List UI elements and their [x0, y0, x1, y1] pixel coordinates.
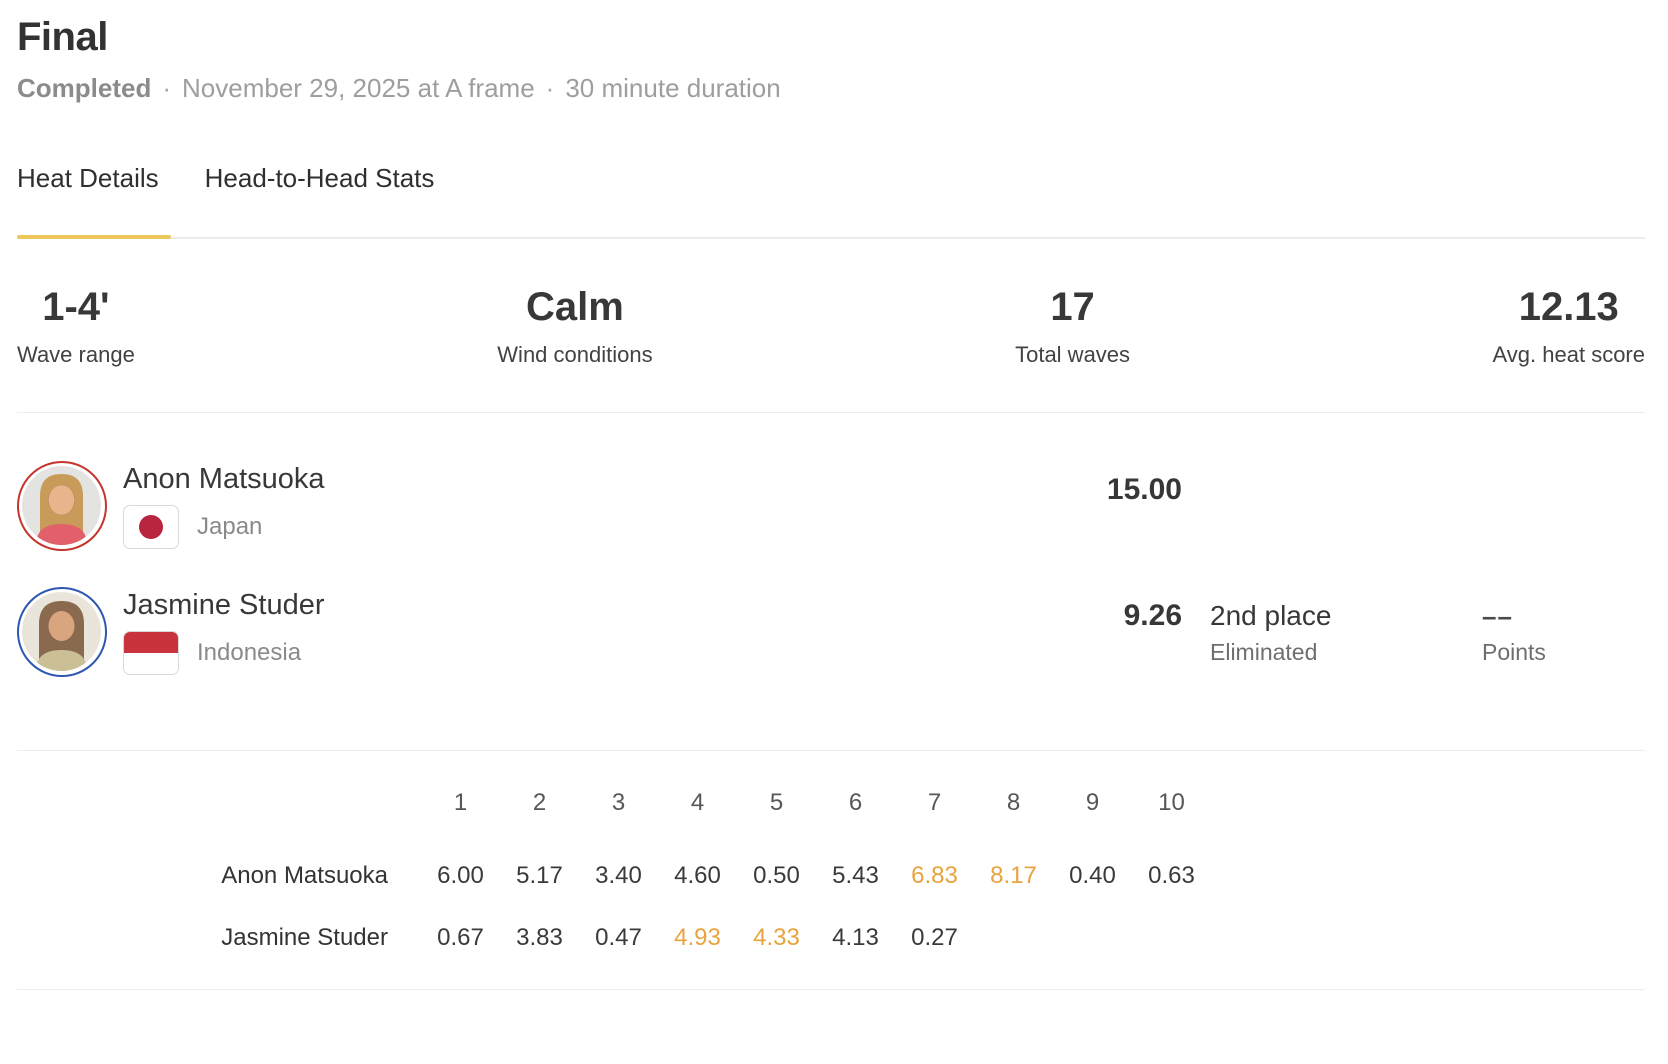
wave-score-cell: 3.83 — [516, 924, 563, 951]
heat-meta: Completed · November 29, 2025 at A frame… — [17, 72, 1645, 104]
active-tab-underline — [17, 235, 171, 239]
heat-score-column: 15.00 — [1085, 473, 1182, 540]
wave-score-row: Jasmine Studer 0.67 3.83 0.47 4.93 4.33 4.13 0.… — [17, 924, 1645, 952]
athlete-info: Jasmine Studer Indonesia — [123, 589, 1085, 675]
wave-score-cell: 0.27 — [911, 924, 958, 951]
japan-flag-icon — [123, 505, 179, 549]
wave-number-header: 5 — [769, 789, 784, 816]
stat-label: Total waves — [1015, 342, 1131, 367]
score-subtext — [1085, 513, 1182, 540]
tab-label: Head-to-Head Stats — [204, 163, 435, 193]
stat-label: Wave range — [17, 342, 135, 367]
tab-bar: Heat Details Head-to-Head Stats — [17, 163, 1645, 239]
country-line: Indonesia — [123, 631, 1085, 675]
stat-value: Calm — [526, 285, 624, 329]
wave-number-header: 2 — [532, 789, 547, 816]
wave-score-cell: 4.13 — [832, 924, 879, 951]
points-label: Points — [1482, 638, 1546, 665]
points-column — [1482, 490, 1645, 523]
athlete-photo — [22, 592, 101, 671]
heat-panel: Final Completed · November 29, 2025 at A… — [0, 14, 1668, 990]
wave-score-cell: 0.40 — [1069, 862, 1116, 889]
athlete-name[interactable]: Anon Matsuoka — [123, 463, 325, 495]
points-label — [1482, 496, 1645, 523]
wave-number-header: 8 — [1006, 789, 1021, 816]
meta-separator: · — [545, 73, 555, 103]
wave-score-row: Anon Matsuoka 6.00 5.17 3.40 4.60 0.50 5.43 6.8… — [17, 862, 1645, 890]
wave-header-row: 1 2 3 4 5 6 7 8 9 10 — [17, 789, 1645, 817]
athlete-avatar[interactable] — [17, 461, 107, 551]
wave-score-cell: 4.33 — [753, 924, 800, 951]
tab-underline — [205, 235, 447, 239]
wave-score-cell: 5.17 — [516, 862, 563, 889]
wave-number-header: 7 — [927, 789, 942, 816]
wave-number-header: 9 — [1085, 789, 1100, 816]
wave-scores-section: 1 2 3 4 5 6 7 8 9 10 Anon Matsuoka 6.00 5.17 3.40 4.6… — [17, 789, 1645, 990]
wave-score-cell: 0.47 — [595, 924, 642, 951]
wave-score-cell: 6.83 — [911, 862, 958, 889]
points-value: –– — [1482, 600, 1513, 631]
country-line: Japan — [123, 505, 1085, 549]
stat-wind-conditions: Calm Wind conditions — [497, 284, 652, 368]
score-subtext — [1085, 639, 1182, 666]
tab-label: Heat Details — [17, 163, 159, 193]
wave-score-cell: 3.40 — [595, 862, 642, 889]
place-column — [1182, 490, 1482, 523]
page-title: Final — [17, 15, 108, 59]
indonesia-flag-icon — [123, 631, 179, 675]
heat-duration: 30 minute duration — [565, 73, 781, 103]
wave-number-header: 6 — [848, 789, 863, 816]
heat-score: 9.26 — [1123, 598, 1182, 632]
athletes-section: Anon Matsuoka Japan 15.00 — [17, 461, 1645, 751]
stat-value: 1-4' — [42, 285, 110, 329]
wave-score-cell: 6.00 — [437, 862, 484, 889]
place: 2nd place — [1210, 599, 1332, 631]
wave-score-cell: 0.63 — [1148, 862, 1195, 889]
stat-total-waves: 17 Total waves — [1015, 284, 1130, 368]
athlete-photo — [22, 466, 101, 545]
wave-score-cell: 8.17 — [990, 862, 1037, 889]
meta-separator: · — [162, 73, 172, 103]
stat-value: 17 — [1050, 285, 1095, 329]
wave-score-cell: 0.67 — [437, 924, 484, 951]
wave-number-header: 4 — [690, 789, 705, 816]
athlete-row-jasmine-studer: Jasmine Studer Indonesia 9.26 2nd place … — [17, 587, 1645, 677]
heat-stats-row: 1-4' Wave range Calm Wind conditions 17 … — [17, 239, 1645, 413]
stat-label: Wind conditions — [497, 342, 653, 367]
heat-status: Completed — [17, 73, 152, 103]
athlete-row-anon-matsuoka: Anon Matsuoka Japan 15.00 — [17, 461, 1645, 551]
wave-number-header: 1 — [453, 789, 468, 816]
country-name: Indonesia — [197, 639, 302, 666]
athlete-avatar[interactable] — [17, 587, 107, 677]
place-column: 2nd place Eliminated — [1182, 599, 1482, 666]
heat-score-column: 9.26 — [1085, 599, 1182, 666]
country-name: Japan — [197, 513, 263, 540]
athlete-info: Anon Matsuoka Japan — [123, 463, 1085, 549]
wave-score-cell: 4.93 — [674, 924, 721, 951]
wave-score-cell: 0.50 — [753, 862, 800, 889]
athlete-name[interactable]: Jasmine Studer — [123, 589, 325, 621]
wave-row-athlete-name: Anon Matsuoka — [221, 862, 388, 889]
wave-row-athlete-name: Jasmine Studer — [221, 924, 388, 951]
points-column: –– Points — [1482, 599, 1645, 666]
place-status: Eliminated — [1210, 638, 1318, 665]
tab-heat-details[interactable]: Heat Details — [17, 163, 171, 239]
stat-wave-range: 1-4' Wave range — [17, 284, 135, 368]
heat-date-location: November 29, 2025 at A frame — [182, 73, 535, 103]
tab-head-to-head-stats[interactable]: Head-to-Head Stats — [205, 163, 435, 237]
wave-number-header: 3 — [611, 789, 626, 816]
wave-number-header: 10 — [1158, 789, 1185, 816]
stat-avg-heat-score: 12.13 Avg. heat score — [1493, 284, 1645, 368]
stat-label: Avg. heat score — [1492, 342, 1645, 367]
wave-score-cell: 4.60 — [674, 862, 721, 889]
wave-score-cell: 5.43 — [832, 862, 879, 889]
stat-value: 12.13 — [1518, 285, 1619, 329]
wave-table: 1 2 3 4 5 6 7 8 9 10 Anon Matsuoka 6.00 5.17 3.40 4.6… — [17, 789, 1645, 952]
heat-score: 15.00 — [1106, 472, 1182, 506]
place-status — [1210, 496, 1482, 523]
